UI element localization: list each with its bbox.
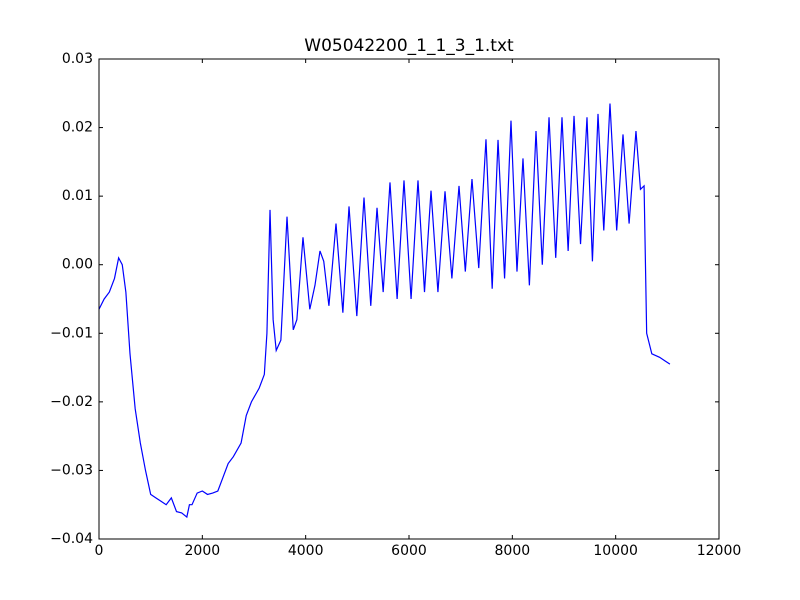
y-tick-label: −0.03 bbox=[50, 462, 93, 478]
y-tick-label: −0.02 bbox=[50, 394, 93, 410]
x-tick-label: 6000 bbox=[391, 543, 427, 559]
y-tick-label: 0.02 bbox=[62, 120, 93, 136]
y-tick-label: −0.01 bbox=[50, 325, 93, 341]
y-tick-label: 0.03 bbox=[62, 51, 93, 67]
x-tick-label: 12000 bbox=[697, 543, 742, 559]
x-tick-label: 4000 bbox=[288, 543, 324, 559]
y-tick-label: 0.00 bbox=[62, 257, 93, 273]
y-tick-label: −0.04 bbox=[50, 531, 93, 547]
y-tick-label: 0.01 bbox=[62, 188, 93, 204]
chart-title: W05042200_1_1_3_1.txt bbox=[304, 36, 514, 56]
data-line bbox=[98, 103, 671, 519]
x-tick-label: 0 bbox=[95, 543, 104, 559]
x-tick-label: 2000 bbox=[185, 543, 221, 559]
x-tick-label: 10000 bbox=[593, 543, 638, 559]
x-tick-label: 8000 bbox=[495, 543, 531, 559]
